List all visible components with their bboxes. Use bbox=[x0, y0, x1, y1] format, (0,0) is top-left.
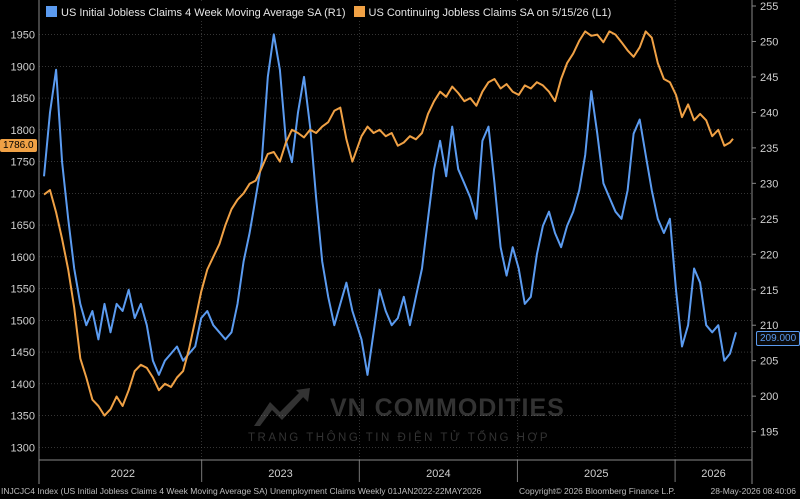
left-axis-tick-label: 1400 bbox=[11, 379, 35, 391]
left-axis-tick-label: 1350 bbox=[11, 411, 35, 423]
right-axis-tick-label: 230 bbox=[760, 178, 778, 190]
left-last-value-tag: 1786.0 bbox=[0, 139, 37, 152]
legend-swatch-continuing bbox=[353, 5, 365, 17]
right-axis-tick-label: 215 bbox=[760, 285, 778, 297]
left-axis-tick-label: 1450 bbox=[11, 347, 35, 359]
right-axis-tick-label: 200 bbox=[760, 391, 778, 403]
right-axis-tick-label: 225 bbox=[760, 214, 778, 226]
legend-label-claims4wk: US Initial Jobless Claims 4 Week Moving … bbox=[61, 6, 346, 19]
right-axis-tick-label: 195 bbox=[760, 427, 778, 439]
legend-swatch-claims4wk bbox=[46, 5, 57, 17]
right-axis-tick-label: 255 bbox=[760, 1, 778, 13]
right-axis-tick-label: 250 bbox=[760, 36, 778, 48]
left-axis-tick-label: 1300 bbox=[11, 442, 35, 454]
left-axis-tick-label: 1500 bbox=[11, 315, 35, 327]
footer-timestamp: 28-May-2026 08:40:06 bbox=[710, 486, 796, 496]
right-last-value-tag: 209.000 bbox=[756, 331, 800, 346]
chart-axes: 1950 1900 1850 1800 1750 1700 1650 1600 1550 1500… bbox=[11, 0, 778, 484]
footer-bar: INJCJC4 Index (US Initial Jobless Claims… bbox=[0, 485, 800, 499]
left-axis-tick-label: 1900 bbox=[11, 61, 35, 73]
left-axis-tick-label: 1650 bbox=[11, 220, 35, 232]
left-axis-tick-label: 1550 bbox=[11, 284, 35, 296]
legend-label-continuing: US Continuing Jobless Claims SA on 5/15/… bbox=[368, 6, 612, 19]
legend-item-continuing: US Continuing Jobless Claims SA on 5/15/… bbox=[353, 5, 612, 19]
right-axis-tick-label: 235 bbox=[760, 143, 778, 155]
right-axis-tick-label: 245 bbox=[760, 72, 778, 84]
left-axis-tick-label: 1800 bbox=[11, 125, 35, 137]
left-axis-tick-label: 1950 bbox=[11, 30, 35, 42]
series-line-claims4wk bbox=[43, 33, 737, 376]
chart-grid bbox=[39, 0, 752, 460]
right-axis-tick-label: 210 bbox=[760, 320, 778, 332]
right-axis-tick-label: 220 bbox=[760, 249, 778, 261]
chart-lines bbox=[43, 30, 737, 417]
left-axis-tick-label: 1850 bbox=[11, 93, 35, 105]
x-axis-year-label: 2022 bbox=[111, 468, 135, 480]
left-axis-tick-label: 1700 bbox=[11, 188, 35, 200]
x-axis-year-label: 2026 bbox=[701, 468, 725, 480]
legend-item-claims4wk: US Initial Jobless Claims 4 Week Moving … bbox=[46, 5, 346, 19]
footer-copyright: Copyright© 2026 Bloomberg Finance L.P. bbox=[519, 486, 676, 496]
right-axis-tick-label: 205 bbox=[760, 356, 778, 368]
footer-source: INJCJC4 Index (US Initial Jobless Claims… bbox=[1, 486, 482, 496]
chart-legend: US Initial Jobless Claims 4 Week Moving … bbox=[42, 3, 616, 21]
x-axis-year-label: 2025 bbox=[584, 468, 608, 480]
series-line-continuing bbox=[43, 30, 734, 417]
left-axis-tick-label: 1600 bbox=[11, 252, 35, 264]
left-axis-tick-label: 1750 bbox=[11, 157, 35, 169]
x-axis-year-label: 2023 bbox=[268, 468, 292, 480]
x-axis-year-label: 2024 bbox=[426, 468, 450, 480]
right-axis-tick-label: 240 bbox=[760, 107, 778, 119]
